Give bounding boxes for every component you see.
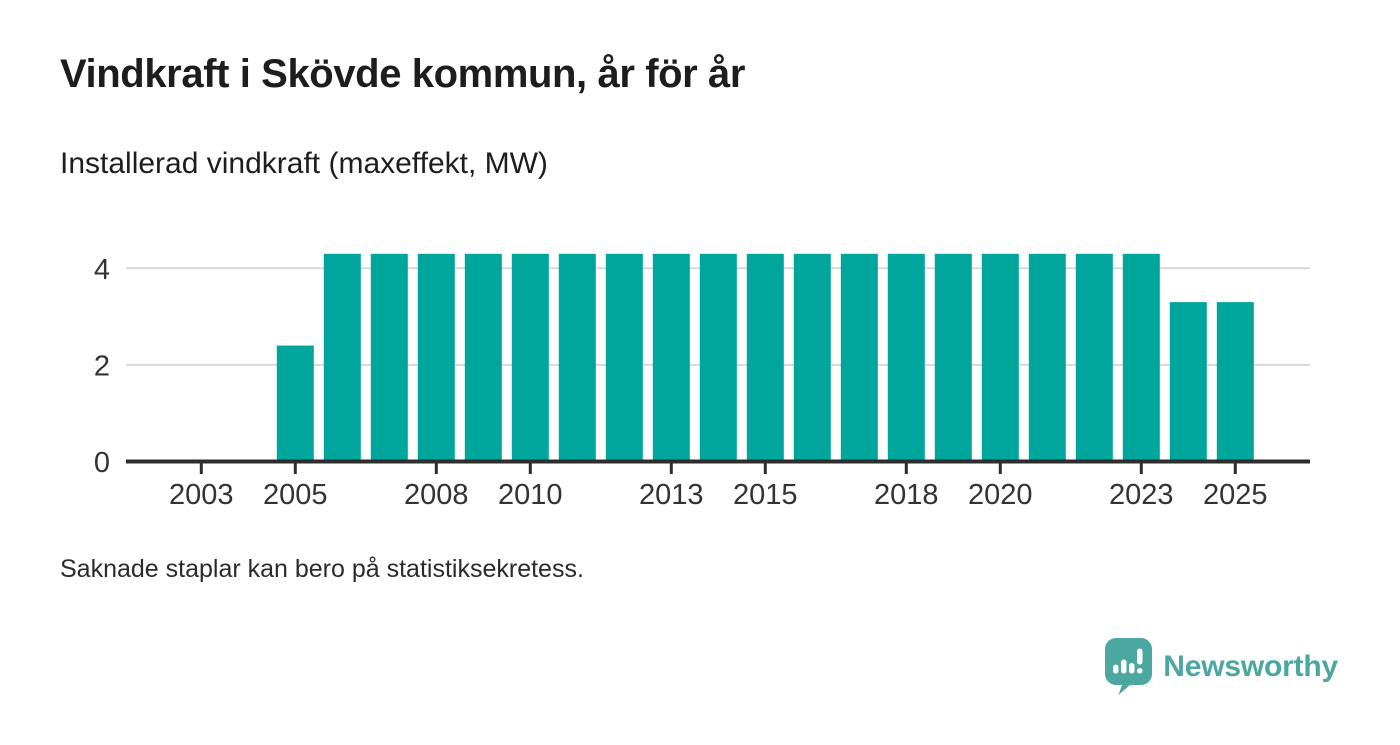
- newsworthy-logo-icon: [1105, 638, 1153, 695]
- bar-2014: [699, 253, 737, 464]
- brand-logo: Newsworthy: [1105, 638, 1338, 695]
- logo-exclamation-bar: [1137, 648, 1143, 665]
- x-axis-label-2013: 2013: [639, 479, 704, 511]
- x-axis-line: [126, 459, 1310, 464]
- x-axis-label-2018: 2018: [874, 479, 939, 511]
- logo-bar-tall: [1121, 659, 1127, 674]
- x-axis-tick-2013: [669, 463, 673, 474]
- x-axis-tick-2008: [434, 463, 438, 474]
- x-axis-label-2020: 2020: [968, 479, 1033, 511]
- bar-2021: [1028, 253, 1066, 464]
- x-axis-label-2003: 2003: [169, 479, 234, 511]
- bar-2025: [1216, 302, 1254, 464]
- bar-2015: [746, 253, 784, 464]
- y-axis-label-4: 4: [94, 254, 110, 286]
- bar-2024: [1169, 302, 1207, 464]
- x-axis-label-2025: 2025: [1203, 479, 1268, 511]
- bar-2005: [276, 345, 314, 464]
- bar-2018: [887, 253, 925, 464]
- x-axis-tick-2023: [1139, 463, 1143, 474]
- logo-speech-bubble: [1105, 638, 1153, 695]
- chart-title: Vindkraft i Skövde kommun, år för år: [60, 52, 746, 96]
- x-axis-label-2015: 2015: [733, 479, 798, 511]
- x-axis-tick-2025: [1233, 463, 1237, 474]
- brand-name: Newsworthy: [1163, 649, 1338, 683]
- x-axis-tick-2005: [293, 463, 297, 474]
- x-axis-label-2005: 2005: [263, 479, 328, 511]
- x-axis-label-2010: 2010: [498, 479, 563, 511]
- bar-2019: [934, 253, 972, 464]
- bar-2017: [840, 253, 878, 464]
- bar-2007: [370, 253, 408, 464]
- logo-bar-medium: [1129, 663, 1135, 674]
- y-axis-label-0: 0: [94, 447, 110, 479]
- x-axis-tick-2010: [528, 463, 532, 474]
- bar-2009: [464, 253, 502, 464]
- bar-2023: [1122, 253, 1160, 464]
- bar-2008: [417, 253, 455, 464]
- bar-2016: [793, 253, 831, 464]
- logo-exclamation-dot: [1137, 668, 1143, 674]
- bar-2011: [558, 253, 596, 464]
- bar-2012: [605, 253, 643, 464]
- bar-2013: [652, 253, 690, 464]
- bar-2006: [323, 253, 361, 464]
- chart-subtitle: Installerad vindkraft (maxeffekt, MW): [60, 147, 548, 180]
- x-axis-label-2023: 2023: [1109, 479, 1174, 511]
- x-axis-tick-2020: [998, 463, 1002, 474]
- x-axis-tick-2015: [763, 463, 767, 474]
- x-axis-tick-2018: [904, 463, 908, 474]
- footnote: Saknade staplar kan bero på statistiksek…: [60, 555, 584, 583]
- bar-2022: [1075, 253, 1113, 464]
- x-axis-label-2008: 2008: [404, 479, 469, 511]
- y-axis-label-2: 2: [94, 350, 110, 382]
- logo-bar-small: [1113, 664, 1119, 674]
- bar-2010: [511, 253, 549, 464]
- x-axis-tick-2003: [199, 463, 203, 474]
- bar-2020: [981, 253, 1019, 464]
